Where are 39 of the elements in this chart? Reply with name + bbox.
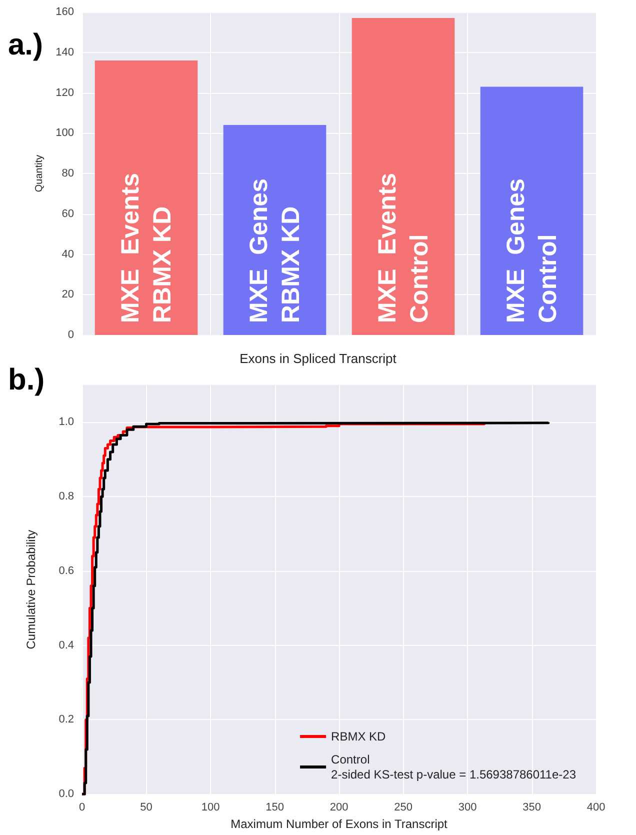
x-tick-label: 50 xyxy=(140,802,152,814)
legend-label: Control 2-sided KS-test p-value = 1.56938786011e-23 xyxy=(331,752,576,782)
x-tick-label: 300 xyxy=(458,802,477,814)
x-axis-title: Maximum Number of Exons in Transcript xyxy=(230,817,448,831)
y-tick-label: 0.4 xyxy=(58,639,74,652)
y-tick-label: 0.6 xyxy=(58,564,74,577)
x-tick-label: 150 xyxy=(266,802,284,814)
chart-title: Exons in Spliced Transcript xyxy=(240,351,397,366)
bar xyxy=(480,86,584,335)
y-tick-label: 160 xyxy=(56,6,74,18)
y-tick-label: 80 xyxy=(62,168,74,180)
category-label: MXE Events Control xyxy=(373,172,434,323)
bar xyxy=(94,60,198,335)
y-tick-label: 40 xyxy=(62,248,74,260)
y-tick-label: 60 xyxy=(62,208,74,220)
y-tick-label: 140 xyxy=(56,46,74,58)
y-tick-label: 20 xyxy=(62,288,74,301)
y-axis-title: Quantity xyxy=(34,154,46,192)
bar xyxy=(352,18,455,335)
y-tick-label: 0.0 xyxy=(58,788,74,800)
y-tick-label: 0 xyxy=(68,329,74,341)
y-tick-label: 0.8 xyxy=(58,490,74,503)
category-label: MXE Genes RBMX KD xyxy=(244,178,305,323)
x-tick-label: 200 xyxy=(330,802,348,814)
y-tick-label: 100 xyxy=(56,127,74,140)
category-label: MXE Genes Control xyxy=(502,178,562,323)
category-label: MXE Events RBMX KD xyxy=(116,172,176,323)
x-tick-label: 350 xyxy=(522,802,541,814)
text: a.) xyxy=(8,28,44,62)
legend-label: RBMX KD xyxy=(331,730,386,744)
x-tick-label: 0 xyxy=(78,802,86,814)
y-tick-label: 120 xyxy=(56,86,74,99)
y-axis-title: Cumulative Probability xyxy=(24,530,38,650)
y-tick-label: 1.0 xyxy=(58,416,74,428)
x-tick-label: 400 xyxy=(586,802,606,814)
x-tick-label: 250 xyxy=(394,802,412,814)
text: b.) xyxy=(8,364,45,396)
y-tick-label: 0.2 xyxy=(58,714,74,726)
x-tick-label: 100 xyxy=(201,802,220,814)
